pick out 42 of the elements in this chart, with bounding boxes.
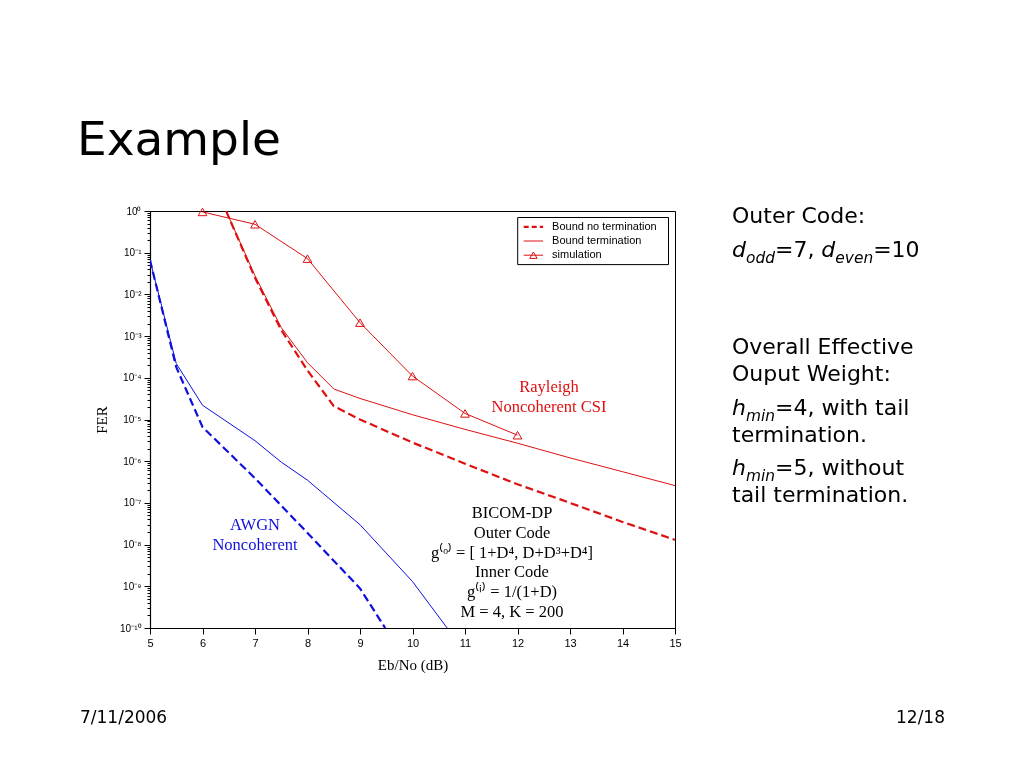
y-tick-label: 10⁰ bbox=[126, 205, 142, 217]
point bbox=[302, 254, 313, 263]
text: Overall Effective Ouput Weight: bbox=[732, 334, 914, 386]
y-tick-label: 10⁻³ bbox=[124, 330, 143, 342]
x-tick-label: 10 bbox=[406, 636, 420, 649]
x-tick-label: 5 bbox=[147, 636, 154, 649]
x-tick-label: 15 bbox=[669, 636, 682, 649]
point bbox=[407, 371, 418, 381]
x-tick-label: 8 bbox=[304, 636, 312, 649]
text: 12/18 bbox=[896, 707, 945, 727]
text: Outer Code: bbox=[732, 203, 866, 228]
y-tick-label: 10⁻² bbox=[124, 288, 143, 300]
point bbox=[460, 409, 470, 418]
x-tick-label: 13 bbox=[564, 636, 577, 649]
point bbox=[250, 220, 260, 229]
x-axis-title: Eb/No (dB) bbox=[377, 656, 449, 674]
x-tick-label: 7 bbox=[252, 636, 259, 649]
point bbox=[197, 207, 208, 217]
x-tick-label: 14 bbox=[616, 636, 630, 649]
x-tick-label: 6 bbox=[199, 636, 207, 649]
y-tick-label: 10⁻⁵ bbox=[123, 414, 142, 425]
x-tick-label: 11 bbox=[459, 636, 472, 649]
point bbox=[355, 318, 365, 327]
legend-label: simulation bbox=[552, 248, 602, 261]
annotation: AWGN Noncoherent bbox=[212, 515, 299, 554]
x-tick-label: 9 bbox=[357, 636, 364, 649]
text: 7/11/2006 bbox=[80, 707, 168, 727]
legend-label: Bound termination bbox=[552, 234, 642, 246]
annotation: Rayleigh Noncoherent CSI bbox=[491, 377, 607, 416]
point bbox=[512, 430, 523, 440]
y-axis-title: FER bbox=[94, 406, 111, 434]
y-tick-label: 10⁻⁷ bbox=[123, 497, 142, 509]
y-tick-label: 10⁻¹⁰ bbox=[120, 622, 142, 634]
legend-label: Bound no termination bbox=[552, 219, 657, 232]
y-tick-label: 10⁻⁴ bbox=[123, 372, 142, 384]
y-tick-label: 10⁻¹ bbox=[124, 247, 143, 259]
y-tick-label: 10⁻⁹ bbox=[123, 580, 142, 592]
chart-title: Example bbox=[77, 111, 281, 166]
y-tick-label: 10⁻⁸ bbox=[123, 539, 142, 551]
y-tick-label: 10⁻⁶ bbox=[123, 455, 142, 467]
annotation: BICOM-DP Outer Code g⁽ᵒ⁾ = [ 1+D⁴, D+D³+D⁴] Inner Code g⁽ⁱ⁾ = 1/(1+D) M = 4, K = 200 bbox=[430, 503, 594, 621]
x-tick-label: 12 bbox=[511, 636, 525, 649]
